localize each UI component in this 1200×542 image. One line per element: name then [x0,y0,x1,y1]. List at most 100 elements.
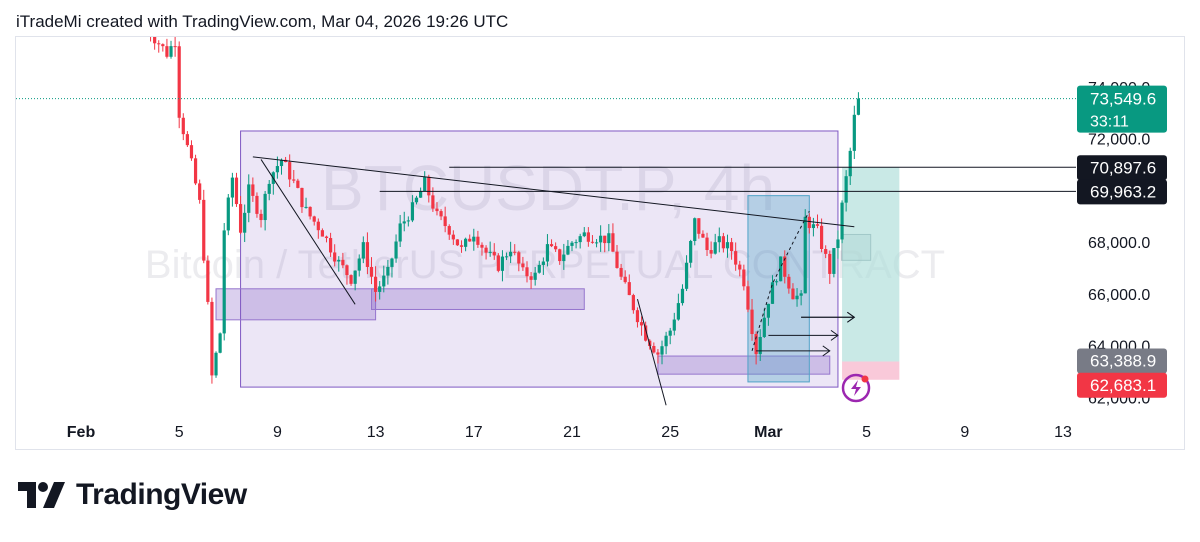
candle [684,255,689,292]
candle-body [476,236,480,245]
candle-body [279,159,284,167]
candle-body [390,258,394,267]
candle [345,264,349,285]
candle [656,349,660,364]
position-target-zone [842,167,900,362]
candle-body [815,224,820,226]
candle [848,147,852,186]
candle-body [627,282,631,296]
candle-body [774,281,779,283]
candle [185,131,189,147]
candle [631,293,635,314]
candle-body [599,235,603,243]
candle [504,252,509,261]
candle-body [615,251,619,268]
candle-body [202,199,206,261]
candle [324,235,329,243]
candle [439,209,443,221]
y-tick-label: 72,000.0 [1088,132,1150,149]
candle-body [639,322,644,326]
x-tick-label: 21 [563,424,581,441]
candle [255,192,259,218]
candle [496,253,500,273]
candle-body [594,242,599,244]
candle [844,170,848,212]
candle-body [312,216,316,222]
candle-body [238,204,243,233]
candle-body [705,237,709,251]
chart-caption: iTradeMi created with TradingView.com, M… [16,12,509,31]
candle [492,243,496,260]
candle-body [414,197,419,203]
price-tag-bg [1077,372,1167,398]
arrow-1b-head [847,311,856,323]
lightning-icon[interactable] [841,373,871,403]
candle [177,41,181,129]
tradingview-logo[interactable]: TradingView [18,478,247,512]
candle-body [374,276,378,292]
candle [566,240,570,256]
candle [680,284,685,306]
candle [427,174,431,203]
candle [230,172,234,207]
candle-body [684,262,689,289]
candle [500,250,505,282]
candle-body [382,275,386,287]
candle-body [770,282,775,304]
candle-body [349,275,353,284]
candle-body [464,238,468,247]
candle-body [234,177,239,205]
candle-body [762,317,766,337]
candle [758,329,762,362]
candle-body [586,232,590,242]
candle [328,232,333,257]
candle-body [549,244,554,247]
candle-body [316,221,320,231]
candle-body [824,249,828,254]
candle [369,257,374,285]
candle [455,239,460,246]
candle-body [697,218,701,234]
candle [774,279,779,286]
watermark-symbol: BTCUSDT.P, 4h [321,152,775,224]
tradingview-wordmark: TradingView [76,478,247,511]
candle-body [656,352,660,355]
demand-zone-2 [371,288,585,310]
candle [562,243,566,270]
candle-body [169,46,173,57]
candle-body [660,346,664,355]
candle [594,239,599,248]
candle-body [206,260,210,302]
candle-body [652,345,656,353]
candle-body [758,336,762,355]
candle [779,256,783,282]
candle [856,92,861,116]
candle [615,244,619,269]
candle-body [353,270,357,284]
candle-body [468,238,472,242]
candle [672,312,676,336]
x-tick-label: Mar [754,424,782,441]
candle [770,275,775,304]
candle [525,261,529,283]
chart-frame [15,36,1185,450]
candle [484,245,488,260]
candle-body [222,230,226,334]
x-tick-label: 5 [175,424,184,441]
candle [619,263,623,280]
candle-body [451,234,455,240]
candle-body [189,145,194,159]
candle [795,288,799,307]
range-box [240,130,839,388]
candle [153,37,157,50]
trendline-1 [252,156,855,228]
candle [447,224,451,240]
candle-body [537,264,541,273]
candle [509,241,513,264]
y-tick-label: 68,000.0 [1088,235,1150,252]
candle [464,237,468,252]
candle [852,105,856,159]
candle [357,254,361,277]
candle-body [210,301,214,376]
